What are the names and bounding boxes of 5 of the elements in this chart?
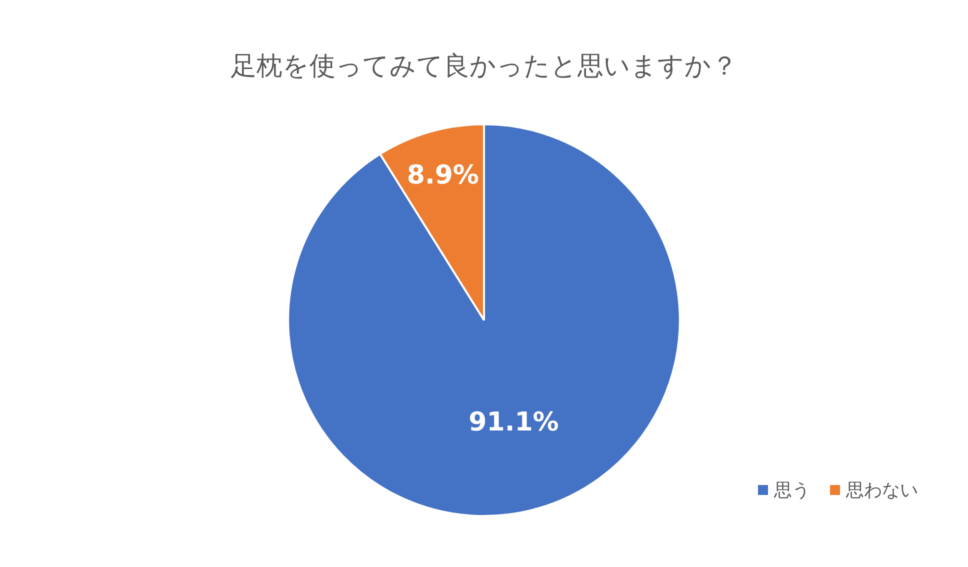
legend-label: 思わない (846, 479, 918, 502)
data-label: 8.9% (406, 160, 479, 191)
legend-label: 思う (774, 479, 810, 502)
chart-title: 足枕を使ってみて良かったと思いますか？ (230, 51, 738, 82)
data-label: 91.1% (468, 407, 559, 438)
